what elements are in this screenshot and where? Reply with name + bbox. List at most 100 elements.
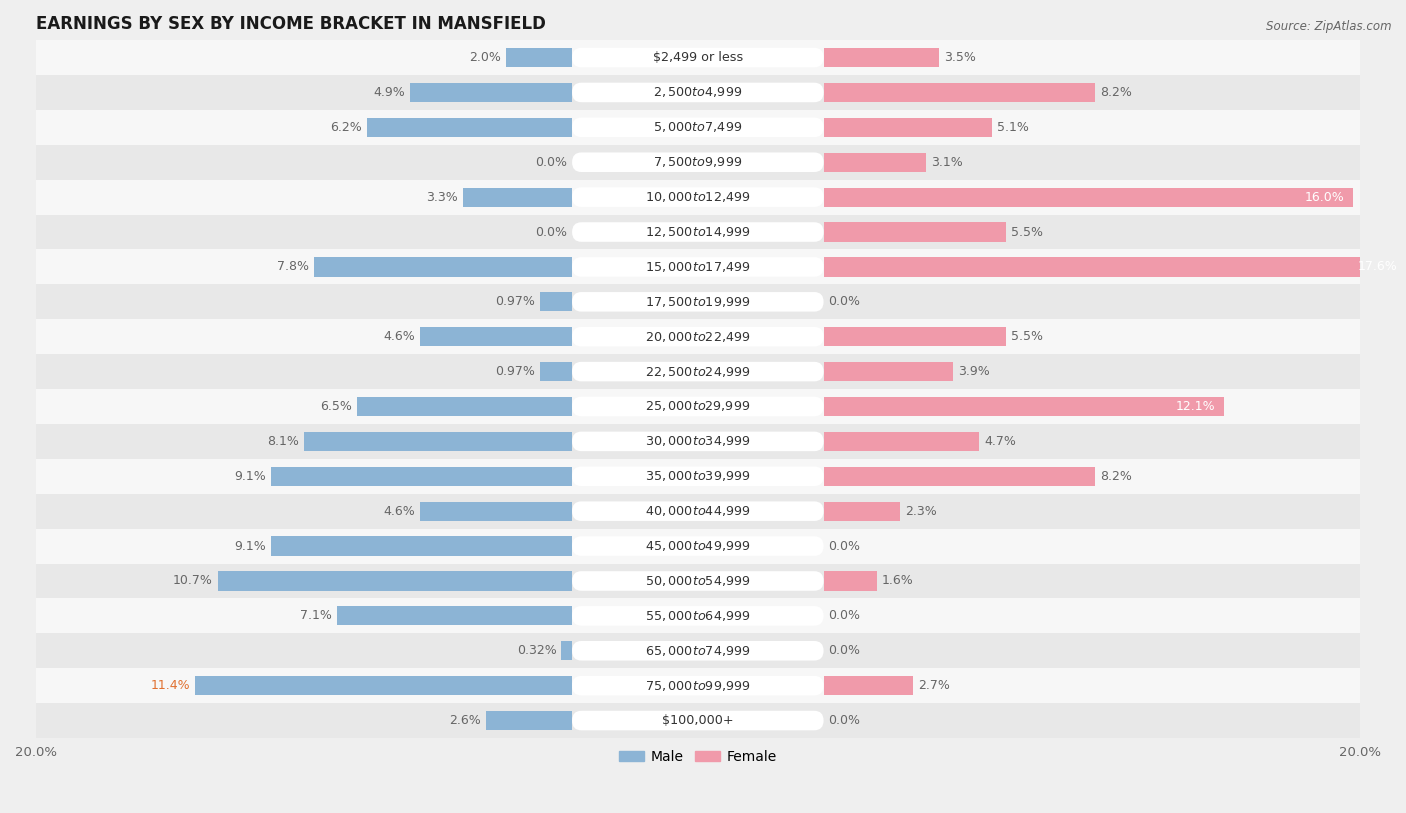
Text: Source: ZipAtlas.com: Source: ZipAtlas.com [1267,20,1392,33]
Bar [824,153,927,172]
Text: 0.32%: 0.32% [517,644,557,657]
Text: $10,000 to $12,499: $10,000 to $12,499 [645,190,751,204]
Bar [271,537,572,555]
Text: 0.97%: 0.97% [495,365,536,378]
FancyBboxPatch shape [572,48,824,67]
FancyBboxPatch shape [572,153,824,172]
Bar [37,285,1360,320]
Bar [37,180,1360,215]
Text: 8.2%: 8.2% [1099,86,1132,99]
Bar [37,459,1360,493]
FancyBboxPatch shape [572,118,824,137]
Text: $20,000 to $22,499: $20,000 to $22,499 [645,330,751,344]
Bar [304,432,572,451]
Text: 3.5%: 3.5% [945,51,976,64]
Text: 2.7%: 2.7% [918,679,950,692]
Bar [37,110,1360,145]
Bar [824,676,912,695]
Bar [37,493,1360,528]
Text: $50,000 to $54,999: $50,000 to $54,999 [645,574,751,588]
Bar [824,502,900,521]
Bar [486,711,572,730]
FancyBboxPatch shape [572,83,824,102]
Bar [824,223,1005,241]
Bar [824,48,939,67]
Text: 0.0%: 0.0% [828,540,860,553]
Bar [314,258,572,276]
Bar [37,215,1360,250]
Text: 8.2%: 8.2% [1099,470,1132,483]
Bar [463,188,572,207]
Text: $22,500 to $24,999: $22,500 to $24,999 [645,364,751,379]
Text: 0.97%: 0.97% [495,295,536,308]
Text: $55,000 to $64,999: $55,000 to $64,999 [645,609,751,623]
Text: 2.0%: 2.0% [470,51,501,64]
FancyBboxPatch shape [572,432,824,451]
FancyBboxPatch shape [572,676,824,695]
Text: $7,500 to $9,999: $7,500 to $9,999 [654,155,742,169]
Bar [37,320,1360,354]
Text: 9.1%: 9.1% [235,470,266,483]
Text: 4.6%: 4.6% [384,330,415,343]
Bar [37,250,1360,285]
Bar [37,703,1360,738]
Bar [37,389,1360,424]
Bar [37,424,1360,459]
FancyBboxPatch shape [572,502,824,521]
Text: 16.0%: 16.0% [1305,190,1344,203]
Bar [37,145,1360,180]
Text: $2,500 to $4,999: $2,500 to $4,999 [654,85,742,99]
FancyBboxPatch shape [572,537,824,556]
FancyBboxPatch shape [572,641,824,660]
Bar [824,258,1406,276]
Text: 7.8%: 7.8% [277,260,309,273]
Bar [218,572,572,590]
Bar [37,668,1360,703]
Text: 17.6%: 17.6% [1358,260,1398,273]
Text: 3.3%: 3.3% [426,190,458,203]
Text: $35,000 to $39,999: $35,000 to $39,999 [645,469,751,483]
Text: 1.6%: 1.6% [882,575,914,588]
FancyBboxPatch shape [572,257,824,276]
Bar [420,327,572,346]
Bar [824,188,1353,207]
Text: 3.9%: 3.9% [957,365,990,378]
Text: 10.7%: 10.7% [173,575,214,588]
Bar [37,633,1360,668]
Text: $75,000 to $99,999: $75,000 to $99,999 [645,679,751,693]
Bar [506,48,572,67]
Text: 6.5%: 6.5% [321,400,352,413]
FancyBboxPatch shape [572,397,824,416]
FancyBboxPatch shape [572,572,824,591]
Text: 0.0%: 0.0% [536,156,567,169]
Bar [37,598,1360,633]
FancyBboxPatch shape [572,187,824,207]
Text: 12.1%: 12.1% [1175,400,1216,413]
Text: $40,000 to $44,999: $40,000 to $44,999 [645,504,751,518]
Bar [37,40,1360,75]
Bar [824,432,979,451]
Bar [561,641,572,660]
Text: $17,500 to $19,999: $17,500 to $19,999 [645,295,751,309]
Text: 5.1%: 5.1% [997,121,1029,134]
FancyBboxPatch shape [572,467,824,486]
Text: $25,000 to $29,999: $25,000 to $29,999 [645,399,751,414]
FancyBboxPatch shape [572,292,824,311]
Bar [420,502,572,521]
Text: $15,000 to $17,499: $15,000 to $17,499 [645,260,751,274]
Text: 0.0%: 0.0% [828,295,860,308]
Text: 7.1%: 7.1% [301,610,332,623]
Text: 8.1%: 8.1% [267,435,299,448]
Text: 2.6%: 2.6% [450,714,481,727]
Text: 0.0%: 0.0% [536,225,567,238]
Text: 11.4%: 11.4% [150,679,190,692]
Text: 0.0%: 0.0% [828,610,860,623]
Text: 9.1%: 9.1% [235,540,266,553]
Bar [37,528,1360,563]
Text: 2.3%: 2.3% [904,505,936,518]
Bar [37,354,1360,389]
Bar [367,118,572,137]
Text: 3.1%: 3.1% [931,156,963,169]
Bar [411,83,572,102]
Text: EARNINGS BY SEX BY INCOME BRACKET IN MANSFIELD: EARNINGS BY SEX BY INCOME BRACKET IN MAN… [37,15,546,33]
